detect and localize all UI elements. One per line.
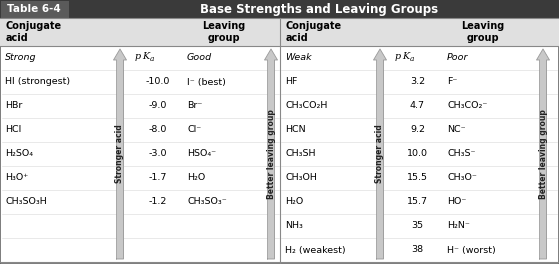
Text: CH₃O⁻: CH₃O⁻ xyxy=(447,173,477,182)
Text: CH₃S⁻: CH₃S⁻ xyxy=(447,149,476,158)
Text: HCl: HCl xyxy=(5,125,21,134)
Text: 10.0: 10.0 xyxy=(407,149,428,158)
Text: HBr: HBr xyxy=(5,101,22,111)
Text: CH₃CO₂H: CH₃CO₂H xyxy=(285,101,328,111)
Text: Leaving
group: Leaving group xyxy=(202,21,245,43)
Text: Stronger acid: Stronger acid xyxy=(116,125,125,183)
Polygon shape xyxy=(537,49,549,60)
Text: F⁻: F⁻ xyxy=(447,78,457,87)
Text: 35: 35 xyxy=(411,221,424,230)
Bar xyxy=(1,1,69,17)
Text: H₃O⁺: H₃O⁺ xyxy=(5,173,29,182)
Text: Conjugate
acid: Conjugate acid xyxy=(286,21,342,43)
Text: Cl⁻: Cl⁻ xyxy=(187,125,201,134)
Text: 15.5: 15.5 xyxy=(407,173,428,182)
Text: Br⁻: Br⁻ xyxy=(187,101,202,111)
Text: p: p xyxy=(135,52,141,61)
Text: H₂SO₄: H₂SO₄ xyxy=(5,149,33,158)
Text: H₂O: H₂O xyxy=(187,173,205,182)
Bar xyxy=(0,0,559,18)
Text: Strong: Strong xyxy=(5,54,36,63)
Bar xyxy=(268,60,274,259)
Text: HSO₄⁻: HSO₄⁻ xyxy=(187,149,216,158)
Text: 4.7: 4.7 xyxy=(410,101,425,111)
Text: H₂ (weakest): H₂ (weakest) xyxy=(285,246,345,254)
Text: 38: 38 xyxy=(411,246,424,254)
Text: 15.7: 15.7 xyxy=(407,197,428,206)
Text: a: a xyxy=(410,55,414,63)
Text: HO⁻: HO⁻ xyxy=(447,197,466,206)
Text: Better leaving group: Better leaving group xyxy=(267,109,276,199)
Text: H⁻ (worst): H⁻ (worst) xyxy=(447,246,496,254)
Text: Table 6-4: Table 6-4 xyxy=(7,4,61,14)
Bar xyxy=(377,60,383,259)
Text: Conjugate
acid: Conjugate acid xyxy=(6,21,62,43)
Text: -1.7: -1.7 xyxy=(148,173,167,182)
Text: CH₃OH: CH₃OH xyxy=(285,173,317,182)
Text: Poor: Poor xyxy=(447,54,468,63)
Text: a: a xyxy=(150,55,154,63)
Text: Base Strengths and Leaving Groups: Base Strengths and Leaving Groups xyxy=(200,2,438,16)
Text: -9.0: -9.0 xyxy=(148,101,167,111)
Text: -1.2: -1.2 xyxy=(148,197,167,206)
Text: 9.2: 9.2 xyxy=(410,125,425,134)
Text: CH₃SH: CH₃SH xyxy=(285,149,315,158)
Text: Leaving
group: Leaving group xyxy=(461,21,504,43)
Text: CH₃SO₃H: CH₃SO₃H xyxy=(5,197,47,206)
Text: HCN: HCN xyxy=(285,125,306,134)
Text: NC⁻: NC⁻ xyxy=(447,125,466,134)
Text: CH₃CO₂⁻: CH₃CO₂⁻ xyxy=(447,101,487,111)
Polygon shape xyxy=(373,49,386,60)
Text: Better leaving group: Better leaving group xyxy=(538,109,547,199)
Polygon shape xyxy=(264,49,277,60)
Text: HF: HF xyxy=(285,78,297,87)
Bar xyxy=(116,60,124,259)
Text: I⁻ (best): I⁻ (best) xyxy=(187,78,226,87)
Bar xyxy=(539,60,547,259)
Text: K: K xyxy=(142,52,149,61)
Text: 3.2: 3.2 xyxy=(410,78,425,87)
Polygon shape xyxy=(113,49,126,60)
Text: CH₃SO₃⁻: CH₃SO₃⁻ xyxy=(187,197,227,206)
Text: Stronger acid: Stronger acid xyxy=(376,125,385,183)
Text: NH₃: NH₃ xyxy=(285,221,303,230)
Text: -8.0: -8.0 xyxy=(148,125,167,134)
Text: Good: Good xyxy=(187,54,212,63)
Text: HI (strongest): HI (strongest) xyxy=(5,78,70,87)
Text: H₂O: H₂O xyxy=(285,197,303,206)
Text: K: K xyxy=(402,52,409,61)
Text: -10.0: -10.0 xyxy=(145,78,170,87)
Text: Weak: Weak xyxy=(285,54,311,63)
Text: -3.0: -3.0 xyxy=(148,149,167,158)
Text: p: p xyxy=(395,52,401,61)
Bar xyxy=(0,18,559,46)
Text: H₂N⁻: H₂N⁻ xyxy=(447,221,470,230)
